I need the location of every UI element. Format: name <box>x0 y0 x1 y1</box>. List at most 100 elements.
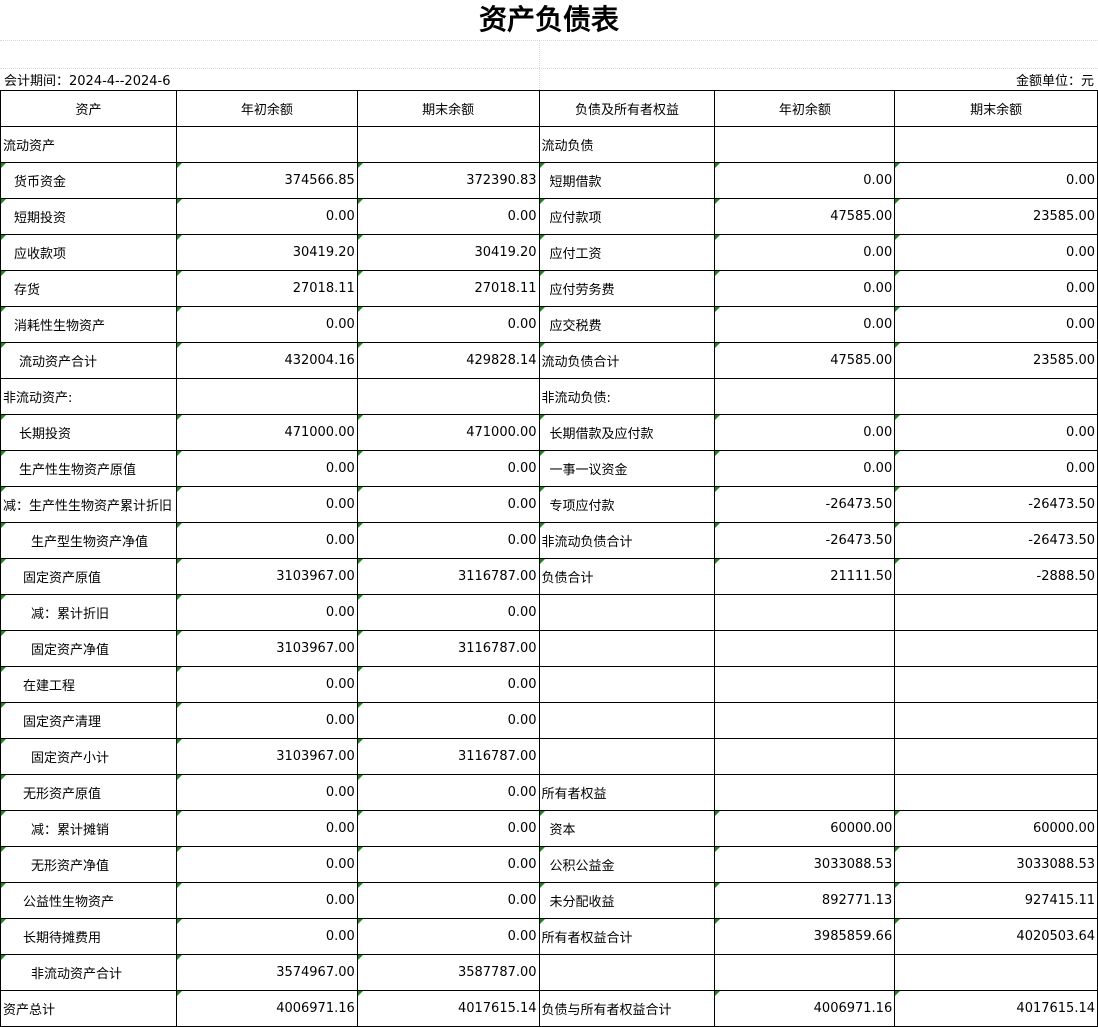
asset-end-cell[interactable]: 0.00 <box>356 846 540 883</box>
liability-name-cell[interactable]: 流动负债合计 <box>538 342 716 379</box>
asset-name-cell[interactable]: 无形资产原值 <box>0 774 177 811</box>
asset-begin-cell[interactable]: 0.00 <box>175 450 358 487</box>
asset-end-cell[interactable]: 471000.00 <box>356 414 540 451</box>
asset-begin-cell[interactable]: 0.00 <box>175 918 358 955</box>
liability-name-cell[interactable]: 资本 <box>538 810 716 847</box>
liability-begin-cell[interactable]: -26473.50 <box>714 522 896 559</box>
asset-name-cell[interactable]: 公益性生物资产 <box>0 882 177 919</box>
asset-begin-cell[interactable]: 3574967.00 <box>175 954 358 991</box>
liability-end-cell[interactable] <box>894 702 1098 739</box>
asset-end-cell[interactable]: 27018.11 <box>356 270 540 307</box>
asset-begin-cell[interactable]: 0.00 <box>175 306 358 343</box>
liability-end-cell[interactable]: 0.00 <box>894 234 1098 271</box>
liability-name-cell[interactable] <box>538 666 716 703</box>
liability-begin-cell[interactable]: 0.00 <box>714 234 896 271</box>
asset-name-cell[interactable]: 存货 <box>0 270 177 307</box>
asset-name-cell[interactable]: 生产型生物资产净值 <box>0 522 177 559</box>
liability-begin-cell[interactable]: 47585.00 <box>714 198 896 235</box>
liability-begin-cell[interactable]: -26473.50 <box>714 486 896 523</box>
liability-begin-cell[interactable]: 892771.13 <box>714 882 896 919</box>
asset-name-cell[interactable]: 固定资产清理 <box>0 702 177 739</box>
liability-name-cell[interactable]: 公积公益金 <box>538 846 716 883</box>
liability-end-cell[interactable]: 0.00 <box>894 414 1098 451</box>
asset-end-cell[interactable]: 30419.20 <box>356 234 540 271</box>
asset-begin-cell[interactable]: 3103967.00 <box>175 558 358 595</box>
asset-begin-cell[interactable]: 0.00 <box>175 774 358 811</box>
liability-name-cell[interactable]: 流动负债 <box>538 126 716 163</box>
asset-name-cell[interactable]: 消耗性生物资产 <box>0 306 177 343</box>
header-asset-end[interactable]: 期末余额 <box>356 90 540 127</box>
asset-name-cell[interactable]: 货币资金 <box>0 162 177 199</box>
asset-end-cell[interactable]: 4017615.14 <box>356 990 540 1027</box>
liability-name-cell[interactable]: 应付款项 <box>538 198 716 235</box>
liability-begin-cell[interactable]: 4006971.16 <box>714 990 896 1027</box>
asset-name-cell[interactable]: 无形资产净值 <box>0 846 177 883</box>
asset-end-cell[interactable]: 3587787.00 <box>356 954 540 991</box>
liability-name-cell[interactable]: 非流动负债: <box>538 378 716 415</box>
liability-name-cell[interactable]: 所有者权益 <box>538 774 716 811</box>
liability-name-cell[interactable] <box>538 702 716 739</box>
header-liability-name[interactable]: 负债及所有者权益 <box>538 90 716 127</box>
liability-name-cell[interactable]: 应付劳务费 <box>538 270 716 307</box>
asset-end-cell[interactable]: 0.00 <box>356 594 540 631</box>
asset-name-cell[interactable]: 资产总计 <box>0 990 177 1027</box>
asset-begin-cell[interactable]: 471000.00 <box>175 414 358 451</box>
liability-name-cell[interactable]: 所有者权益合计 <box>538 918 716 955</box>
asset-begin-cell[interactable]: 3103967.00 <box>175 630 358 667</box>
liability-name-cell[interactable] <box>538 594 716 631</box>
liability-end-cell[interactable]: 927415.11 <box>894 882 1098 919</box>
asset-end-cell[interactable]: 0.00 <box>356 918 540 955</box>
liability-begin-cell[interactable]: 0.00 <box>714 414 896 451</box>
asset-end-cell[interactable]: 372390.83 <box>356 162 540 199</box>
asset-name-cell[interactable]: 减：累计折旧 <box>0 594 177 631</box>
liability-name-cell[interactable]: 负债与所有者权益合计 <box>538 990 716 1027</box>
asset-begin-cell[interactable]: 0.00 <box>175 810 358 847</box>
asset-end-cell[interactable] <box>356 126 540 163</box>
liability-begin-cell[interactable]: 0.00 <box>714 306 896 343</box>
asset-end-cell[interactable]: 0.00 <box>356 522 540 559</box>
liability-name-cell[interactable]: 一事一议资金 <box>538 450 716 487</box>
liability-end-cell[interactable] <box>894 666 1098 703</box>
liability-name-cell[interactable]: 未分配收益 <box>538 882 716 919</box>
liability-name-cell[interactable]: 负债合计 <box>538 558 716 595</box>
asset-begin-cell[interactable]: 0.00 <box>175 594 358 631</box>
asset-begin-cell[interactable]: 4006971.16 <box>175 990 358 1027</box>
liability-end-cell[interactable] <box>894 954 1098 991</box>
asset-name-cell[interactable]: 长期待摊费用 <box>0 918 177 955</box>
liability-end-cell[interactable] <box>894 630 1098 667</box>
liability-end-cell[interactable] <box>894 594 1098 631</box>
liability-end-cell[interactable] <box>894 774 1098 811</box>
liability-end-cell[interactable]: -2888.50 <box>894 558 1098 595</box>
asset-name-cell[interactable]: 非流动资产: <box>0 378 177 415</box>
asset-end-cell[interactable]: 3116787.00 <box>356 558 540 595</box>
asset-begin-cell[interactable]: 374566.85 <box>175 162 358 199</box>
header-asset-begin[interactable]: 年初余额 <box>175 90 358 127</box>
liability-end-cell[interactable]: 23585.00 <box>894 342 1098 379</box>
liability-begin-cell[interactable]: 3033088.53 <box>714 846 896 883</box>
asset-name-cell[interactable]: 在建工程 <box>0 666 177 703</box>
liability-name-cell[interactable] <box>538 954 716 991</box>
asset-end-cell[interactable]: 0.00 <box>356 774 540 811</box>
liability-end-cell[interactable]: 0.00 <box>894 162 1098 199</box>
asset-begin-cell[interactable]: 0.00 <box>175 486 358 523</box>
asset-name-cell[interactable]: 长期投资 <box>0 414 177 451</box>
header-asset-name[interactable]: 资产 <box>0 90 177 127</box>
asset-begin-cell[interactable] <box>175 126 358 163</box>
liability-begin-cell[interactable] <box>714 126 896 163</box>
asset-end-cell[interactable]: 0.00 <box>356 702 540 739</box>
asset-name-cell[interactable]: 流动资产 <box>0 126 177 163</box>
asset-begin-cell[interactable]: 30419.20 <box>175 234 358 271</box>
asset-end-cell[interactable]: 0.00 <box>356 810 540 847</box>
liability-name-cell[interactable]: 应付工资 <box>538 234 716 271</box>
liability-begin-cell[interactable]: 0.00 <box>714 450 896 487</box>
asset-begin-cell[interactable]: 0.00 <box>175 846 358 883</box>
liability-name-cell[interactable] <box>538 630 716 667</box>
liability-end-cell[interactable]: 4020503.64 <box>894 918 1098 955</box>
liability-end-cell[interactable]: 3033088.53 <box>894 846 1098 883</box>
asset-end-cell[interactable]: 0.00 <box>356 486 540 523</box>
liability-name-cell[interactable]: 应交税费 <box>538 306 716 343</box>
asset-begin-cell[interactable]: 0.00 <box>175 882 358 919</box>
liability-begin-cell[interactable] <box>714 630 896 667</box>
liability-begin-cell[interactable] <box>714 666 896 703</box>
liability-end-cell[interactable]: -26473.50 <box>894 522 1098 559</box>
